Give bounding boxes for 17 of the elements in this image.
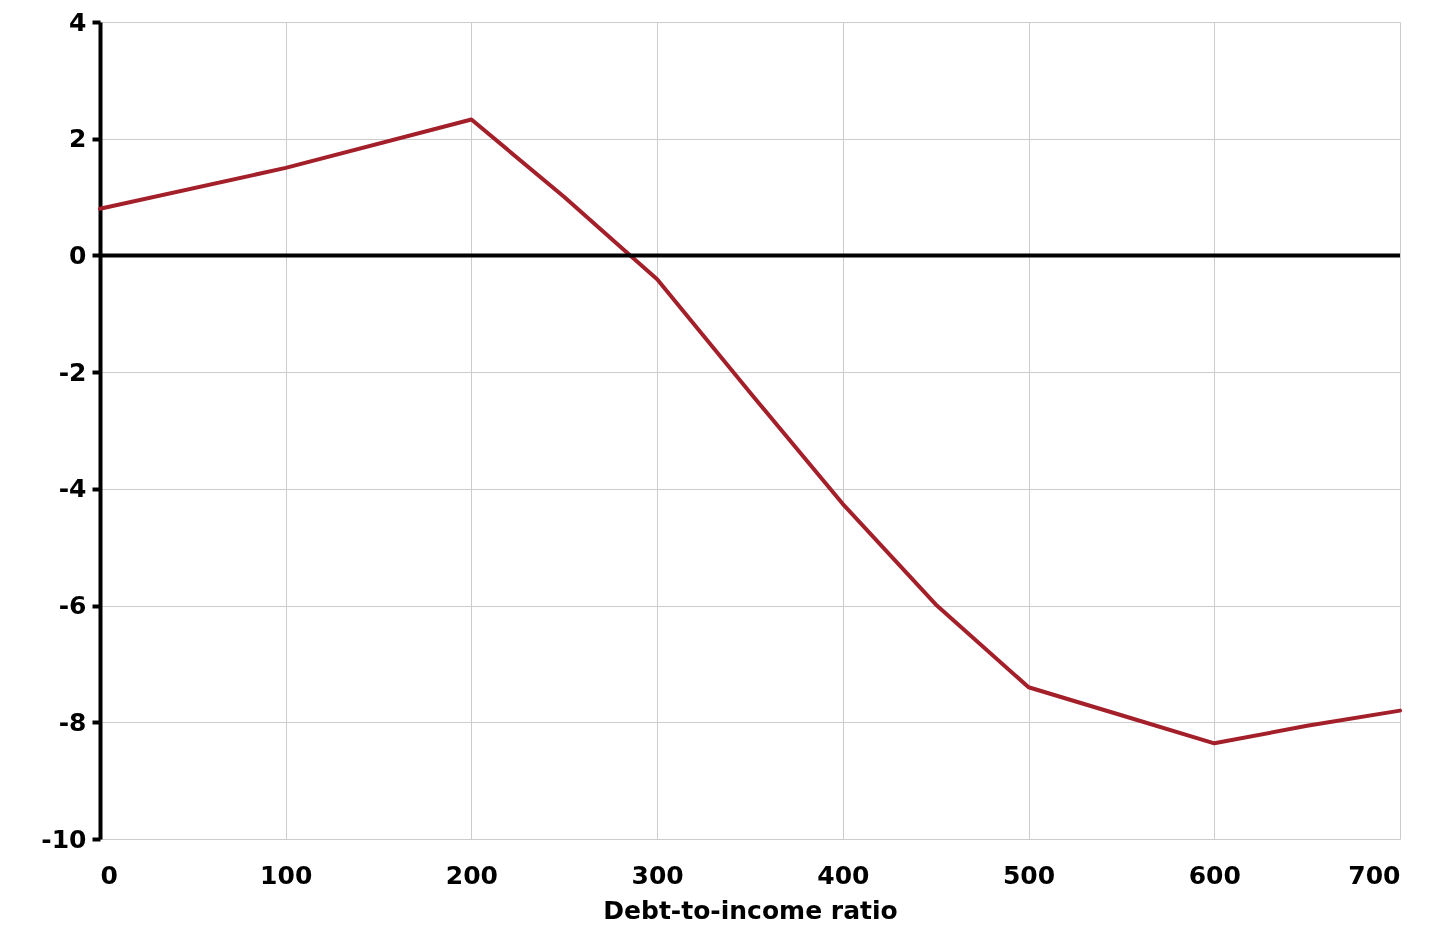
x-axis-title: Debt-to-income ratio	[603, 895, 898, 925]
y-tick-label: -8	[58, 707, 87, 737]
x-tick-label: 300	[631, 860, 684, 890]
x-tick-label: 100	[260, 860, 313, 890]
y-tick-label: -2	[58, 357, 87, 387]
x-tick-label: 500	[1002, 860, 1056, 890]
y-tick-label: -10	[41, 824, 87, 854]
y-tick-label: -6	[58, 591, 87, 621]
y-tick-label: 0	[69, 240, 87, 270]
x-tick-label: 600	[1188, 860, 1241, 890]
y-tick-label: -4	[58, 474, 87, 504]
x-tick-label: 700	[1348, 860, 1401, 890]
x-tick-label: 200	[445, 860, 499, 890]
x-tick-label: 0	[100, 860, 118, 890]
y-tick-label: 4	[69, 7, 87, 37]
x-tick-label: 400	[817, 860, 870, 890]
y-tick-label: 2	[69, 124, 87, 154]
